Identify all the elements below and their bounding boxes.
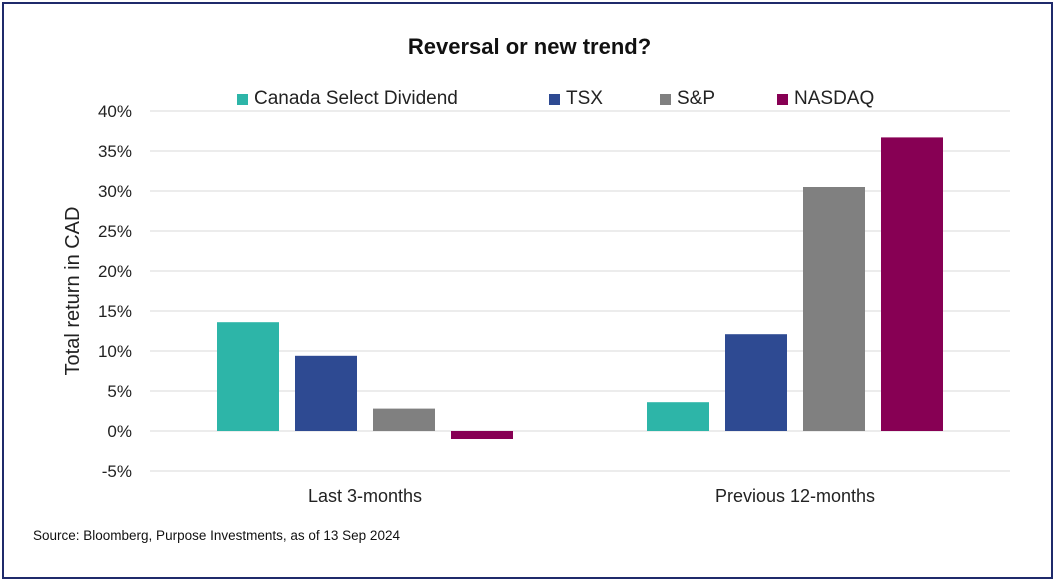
bar-tsx [725, 334, 787, 431]
bar-nasdaq [451, 431, 513, 439]
legend-item-canada-select-dividend: Canada Select Dividend [237, 88, 458, 110]
y-tick-label: 40% [98, 102, 132, 121]
legend: Canada Select Dividend TSX S&P NASDAQ [0, 88, 1059, 112]
legend-swatch [660, 93, 671, 105]
legend-label: S&P [677, 88, 716, 109]
y-tick-label: 10% [98, 342, 132, 361]
legend-item-nasdaq: NASDAQ [777, 88, 874, 110]
legend-swatch [237, 93, 248, 105]
y-tick-label: 15% [98, 302, 132, 321]
chart-frame [2, 2, 1053, 579]
bar-tsx [295, 355, 357, 431]
bar-canada-select-dividend [217, 322, 279, 431]
y-tick-label: 20% [98, 262, 132, 281]
legend-item-tsx: TSX [549, 88, 603, 110]
legend-item-sp: S&P [660, 88, 715, 110]
x-category-label: Previous 12-months [715, 486, 875, 506]
y-tick-label: 35% [98, 142, 132, 161]
x-category-label: Last 3-months [308, 486, 422, 506]
legend-label: TSX [566, 88, 603, 109]
y-axis-label: Total return in CAD [62, 207, 84, 376]
chart-title: Reversal or new trend? [407, 34, 652, 59]
legend-label: Canada Select Dividend [254, 88, 458, 109]
y-tick-label: 5% [107, 382, 132, 401]
y-tick-label: 25% [98, 222, 132, 241]
y-tick-label: 30% [98, 182, 132, 201]
source-note: Source: Bloomberg, Purpose Investments, … [33, 528, 400, 543]
bar-nasdaq [881, 137, 943, 431]
y-tick-label: 0% [107, 422, 132, 441]
legend-label: NASDAQ [794, 88, 875, 109]
legend-swatch [777, 93, 788, 105]
bar-s-p [803, 187, 865, 431]
y-tick-label: -5% [102, 462, 132, 481]
legend-swatch [549, 93, 560, 105]
bar-s-p [373, 408, 435, 431]
bar-canada-select-dividend [647, 402, 709, 431]
